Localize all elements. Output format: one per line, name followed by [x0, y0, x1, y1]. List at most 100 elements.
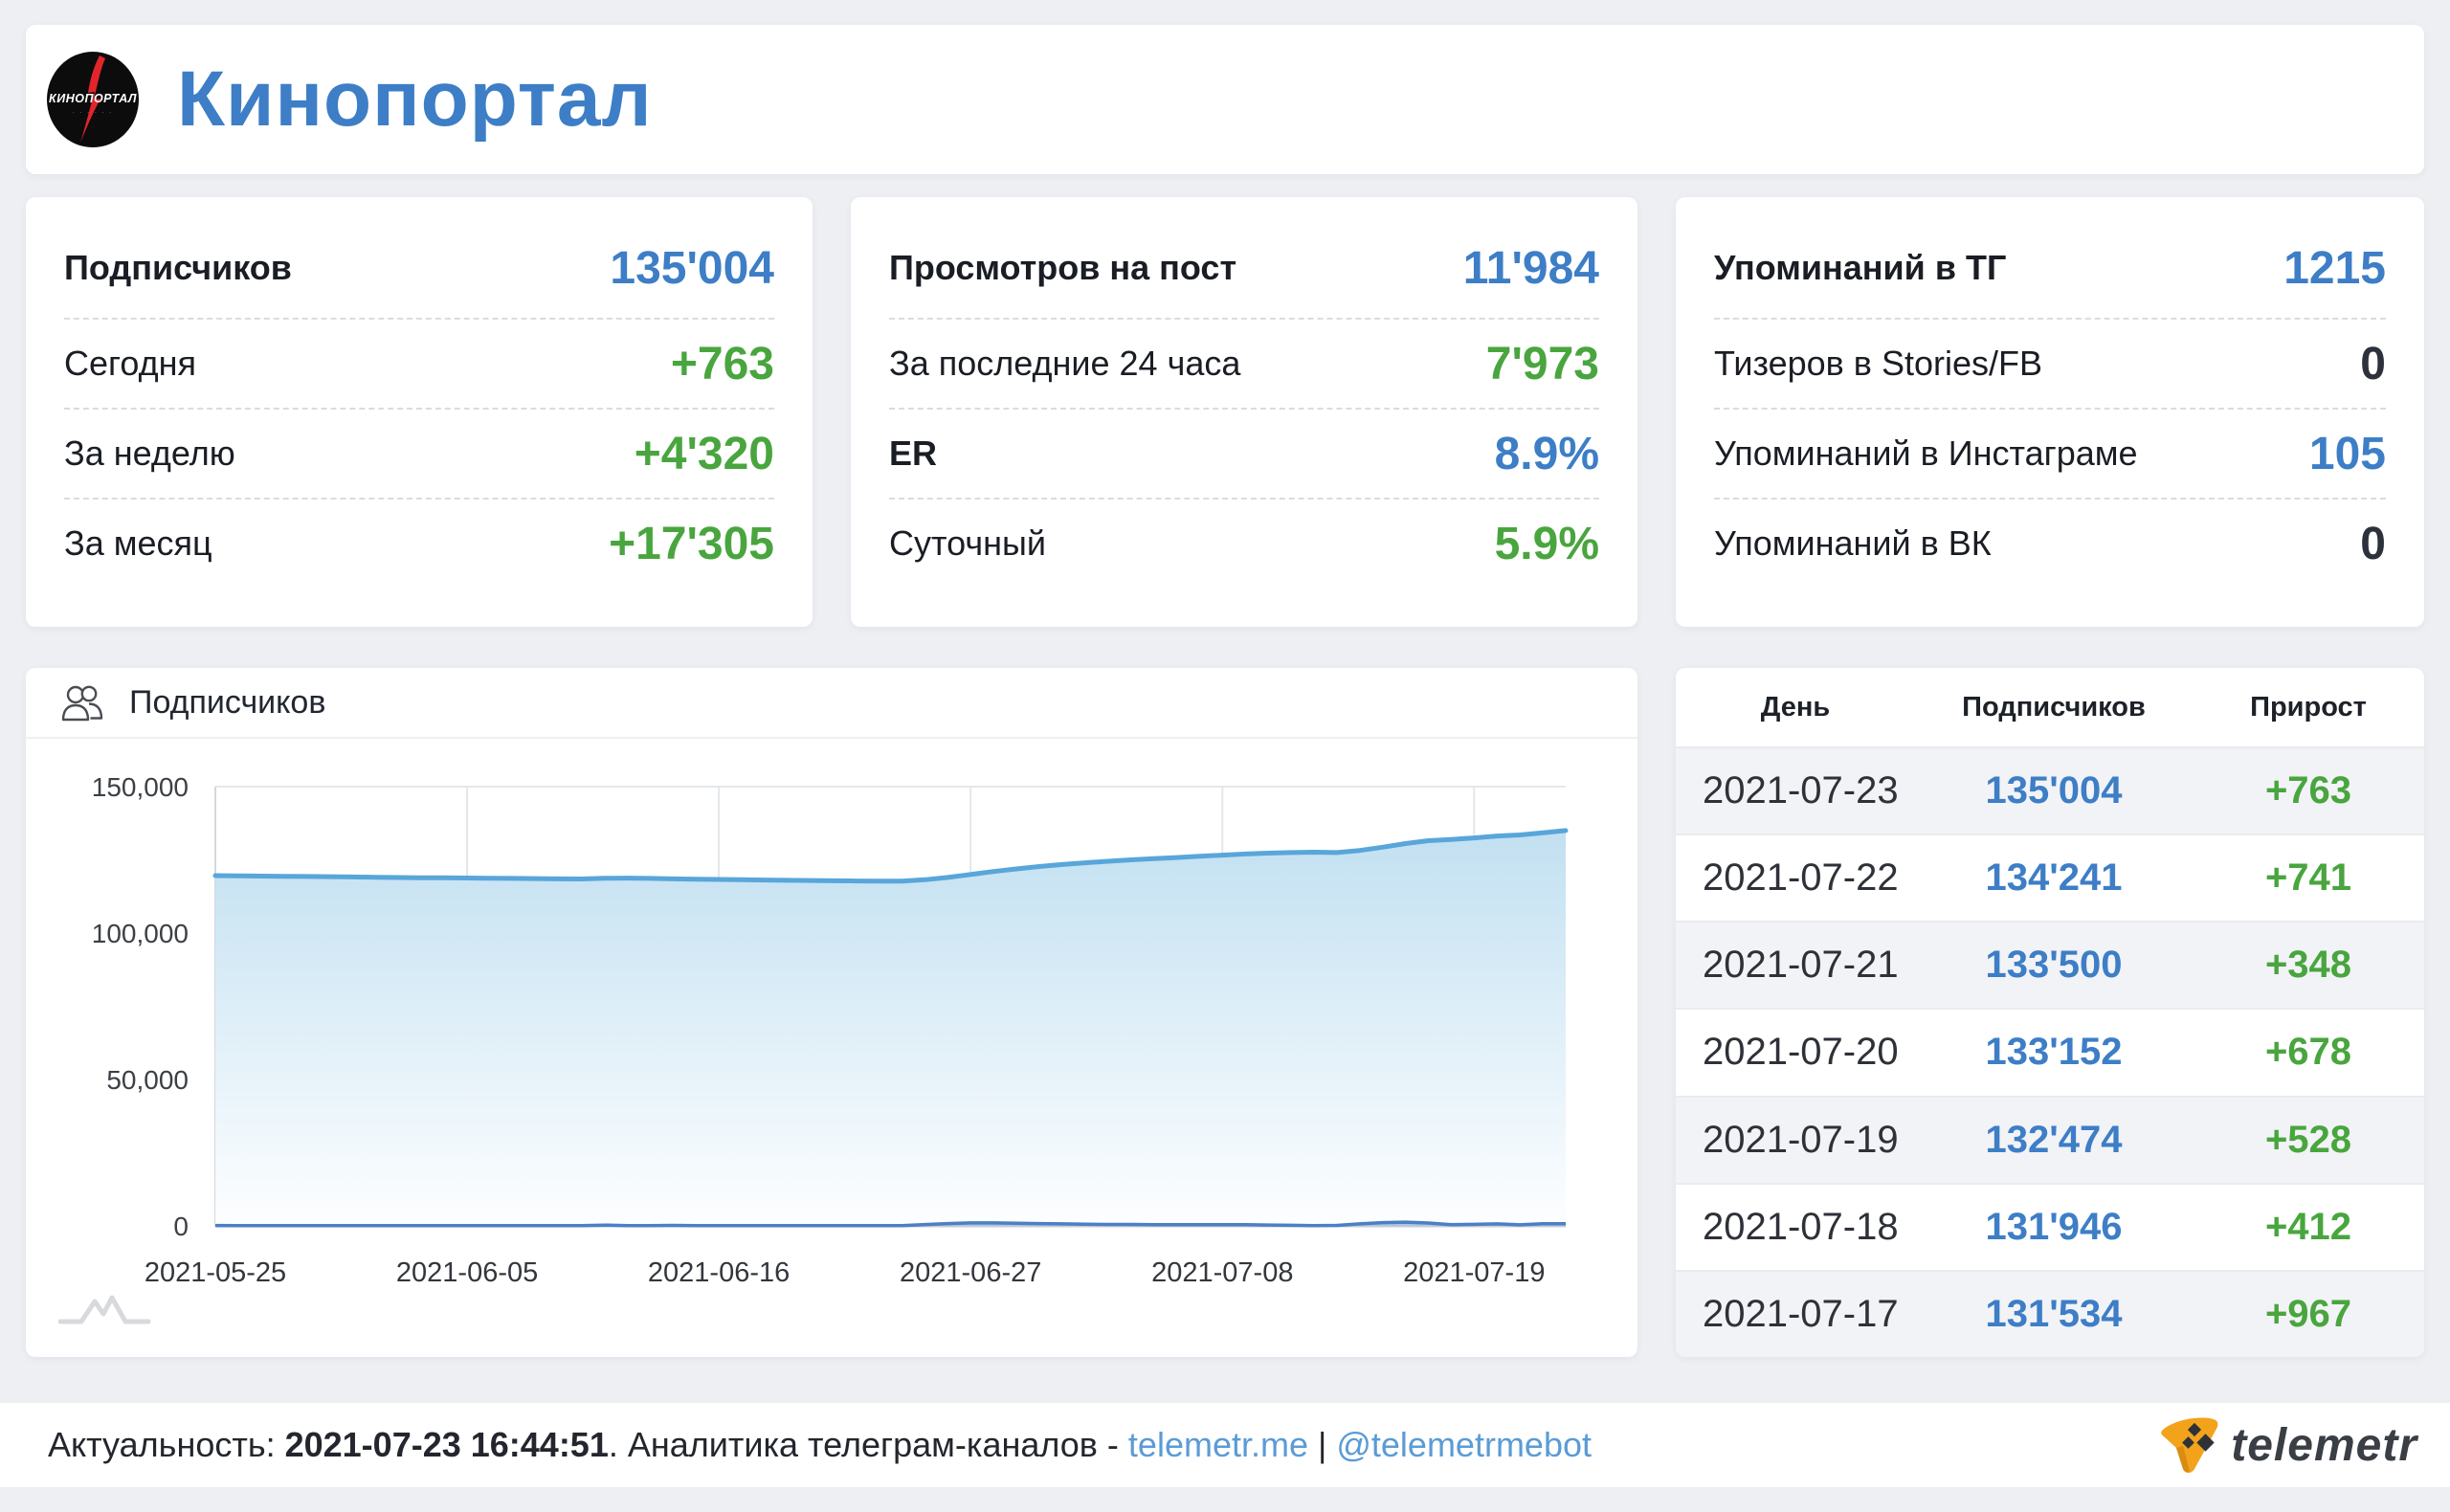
footer-middle: . Аналитика телеграм-каналов - — [608, 1425, 1128, 1464]
stat-label: Просмотров на пост — [889, 248, 1237, 287]
stat-row: ER 8.9% — [889, 410, 1599, 498]
divider — [1714, 498, 2386, 500]
stat-label: За последние 24 часа — [889, 344, 1241, 383]
stat-value: 8.9% — [1494, 428, 1599, 479]
cell-growth: +763 — [2264, 769, 2352, 812]
cell-date: 2021-07-22 — [1703, 856, 1899, 900]
stat-row: За неделю +4'320 — [64, 410, 774, 498]
header-card: КИНОПОРТАЛ · · · · · · Кинопортал — [26, 25, 2424, 174]
stat-label: Тизеров в Stories/FB — [1714, 344, 2042, 383]
stat-row: Тизеров в Stories/FB 0 — [1714, 320, 2386, 408]
page-title: Кинопортал — [177, 56, 653, 143]
cell-date: 2021-07-23 — [1703, 769, 1899, 812]
stat-row: Подписчиков 135'004 — [64, 218, 774, 318]
cell-growth: +967 — [2264, 1292, 2352, 1335]
cell-date: 2021-07-20 — [1703, 1031, 1899, 1074]
table-row: 2021-07-21 133'500 +348 — [1676, 923, 2424, 1011]
table-body: 2021-07-23 135'004 +763 2021-07-22 134'241 +7… — [1676, 748, 2424, 1357]
footer: Актуальность: 2021-07-23 16:44:51. Анали… — [0, 1403, 2450, 1487]
divider — [64, 498, 774, 500]
telemetr-bot-link[interactable]: @telemetrmebot — [1336, 1425, 1592, 1464]
stat-value: 0 — [2360, 338, 2386, 389]
cell-date: 2021-07-19 — [1703, 1118, 1899, 1161]
svg-text:50,000: 50,000 — [106, 1065, 189, 1095]
divider — [64, 318, 774, 320]
brand-name: telemetr — [2231, 1419, 2417, 1471]
logo-text: КИНОПОРТАЛ — [49, 92, 137, 105]
svg-text:2021-07-08: 2021-07-08 — [1151, 1257, 1293, 1288]
svg-text:150,000: 150,000 — [92, 772, 189, 802]
svg-text:2021-07-19: 2021-07-19 — [1403, 1257, 1545, 1288]
cell-subscribers: 132'474 — [1985, 1118, 2123, 1161]
stat-label: ER — [889, 434, 938, 473]
cell-growth: +678 — [2264, 1031, 2352, 1074]
divider — [889, 408, 1599, 410]
svg-text:100,000: 100,000 — [92, 919, 189, 948]
stat-row: Упоминаний в Инстаграме 105 — [1714, 410, 2386, 498]
table-row: 2021-07-17 131'534 +967 — [1676, 1271, 2424, 1357]
cell-subscribers: 134'241 — [1985, 856, 2123, 900]
stat-row: Суточный 5.9% — [889, 500, 1599, 588]
cell-date: 2021-07-21 — [1703, 944, 1899, 987]
stat-label: За месяц — [64, 523, 212, 563]
logo-lightning-icon — [80, 56, 105, 143]
stat-value: 0 — [2360, 518, 2386, 569]
stat-card-subscribers: Подписчиков 135'004 Сегодня +763 За неделю +4… — [26, 197, 813, 627]
divider — [1714, 408, 2386, 410]
chart-title: Подписчиков — [129, 683, 326, 721]
stat-label: Подписчиков — [64, 248, 292, 287]
footer-separator: | — [1308, 1425, 1337, 1464]
table-row: 2021-07-22 134'241 +741 — [1676, 835, 2424, 923]
stat-value: 5.9% — [1494, 518, 1599, 569]
divider — [64, 408, 774, 410]
stat-value: 135'004 — [610, 242, 774, 294]
stat-row: Просмотров на пост 11'984 — [889, 218, 1599, 318]
stat-value: 1215 — [2283, 242, 2386, 294]
stat-value: 7'973 — [1485, 338, 1599, 389]
divider — [1714, 318, 2386, 320]
cell-subscribers: 131'534 — [1985, 1292, 2123, 1335]
footer-datetime: 2021-07-23 16:44:51 — [284, 1425, 609, 1464]
stat-row: Упоминаний в ВК 0 — [1714, 500, 2386, 588]
stat-row: Сегодня +763 — [64, 320, 774, 408]
cell-subscribers: 131'946 — [1985, 1205, 2123, 1248]
table-header: День Подписчиков Прирост — [1676, 668, 2424, 748]
stat-value: 11'984 — [1462, 242, 1599, 294]
divider — [889, 498, 1599, 500]
telemetr-site-link[interactable]: telemetr.me — [1127, 1425, 1308, 1464]
subscribers-area-chart: 150,000 100,000 50,000 0 2021-05-25 2021-06-0… — [92, 772, 1569, 1288]
stat-label: Упоминаний в Инстаграме — [1714, 434, 2138, 473]
stat-label: Упоминаний в ВК — [1714, 523, 1992, 563]
column-header-growth: Прирост — [2250, 691, 2367, 723]
svg-text:· · · · · ·: · · · · · · — [73, 110, 113, 116]
column-header-day: День — [1760, 691, 1831, 723]
cell-growth: +741 — [2264, 856, 2352, 900]
stat-card-mentions: Упоминаний в ТГ 1215 Тизеров в Stories/FB 0… — [1676, 197, 2424, 627]
stat-card-views: Просмотров на пост 11'984 За последние 24 … — [851, 197, 1637, 627]
cell-growth: +528 — [2264, 1118, 2352, 1161]
stat-row: Упоминаний в ТГ 1215 — [1714, 218, 2386, 318]
stat-label: За неделю — [64, 434, 235, 473]
stat-label: Суточный — [889, 523, 1046, 563]
subscribers-chart-card: Подписчиков 150,000 100,000 50,000 0 2021-05… — [26, 668, 1637, 1357]
stat-value: +763 — [670, 338, 774, 389]
svg-text:2021-06-05: 2021-06-05 — [396, 1257, 538, 1288]
cell-subscribers: 133'500 — [1985, 944, 2123, 987]
svg-text:2021-06-16: 2021-06-16 — [648, 1257, 790, 1288]
chart-header: Подписчиков — [26, 668, 1637, 739]
cell-growth: +348 — [2264, 944, 2352, 987]
sparkline-icon — [58, 1295, 151, 1324]
svg-text:0: 0 — [173, 1212, 189, 1241]
stat-row: За месяц +17'305 — [64, 500, 774, 588]
stat-value: +4'320 — [634, 428, 774, 479]
stat-value: +17'305 — [609, 518, 774, 569]
column-header-subscribers: Подписчиков — [1962, 691, 2146, 723]
cell-date: 2021-07-18 — [1703, 1205, 1899, 1248]
svg-text:2021-05-25: 2021-05-25 — [145, 1257, 286, 1288]
footer-brand: telemetr — [2158, 1403, 2417, 1487]
footer-prefix: Актуальность: — [48, 1425, 285, 1464]
telemetr-logo-icon — [2161, 1417, 2218, 1474]
cell-subscribers: 133'152 — [1985, 1031, 2123, 1074]
daily-stats-table: День Подписчиков Прирост 2021-07-23 135'0… — [1676, 668, 2424, 1357]
